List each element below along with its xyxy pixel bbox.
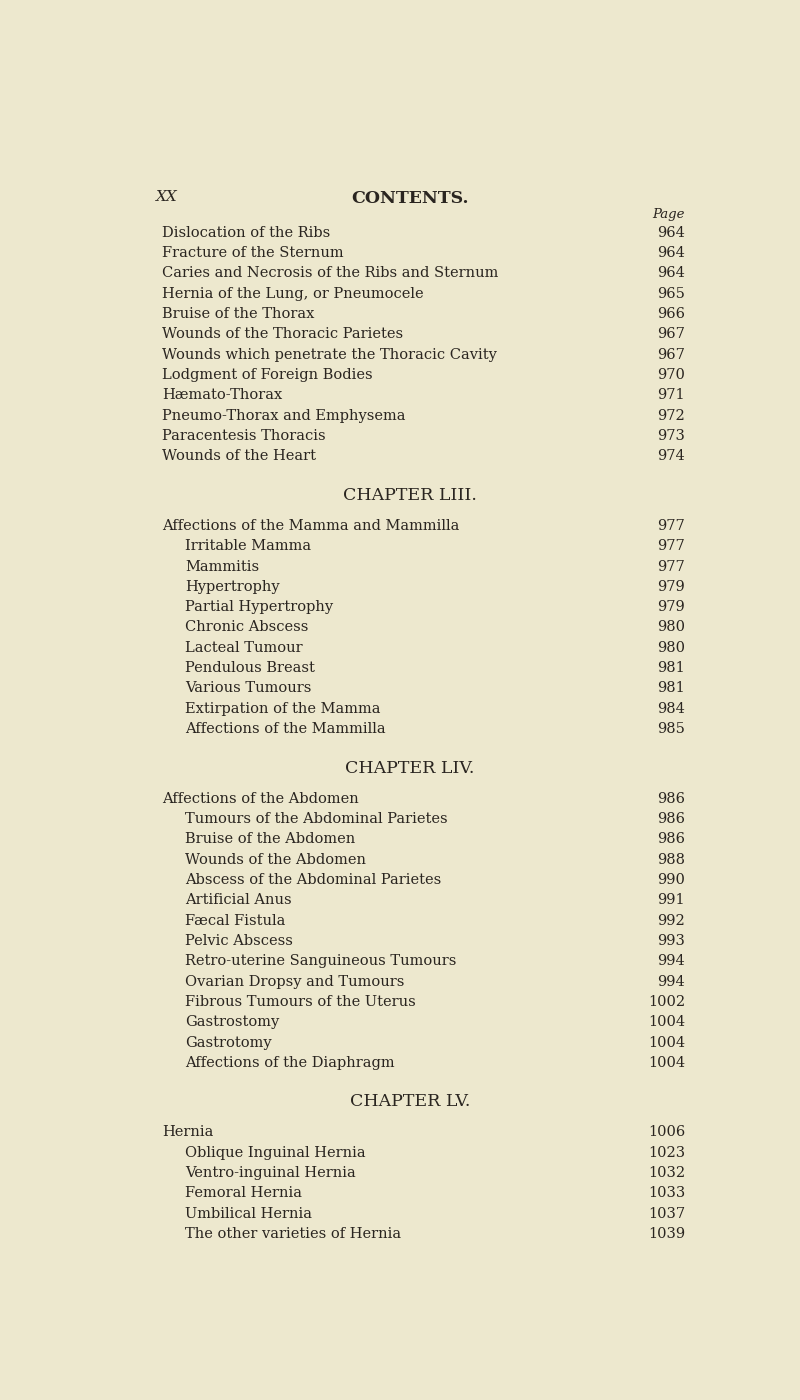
Text: 992: 992 (658, 914, 685, 928)
Text: CONTENTS.: CONTENTS. (351, 189, 469, 207)
Text: Hernia: Hernia (162, 1126, 214, 1140)
Text: Lacteal Tumour: Lacteal Tumour (186, 641, 303, 655)
Text: 986: 986 (657, 833, 685, 847)
Text: Affections of the Mammilla: Affections of the Mammilla (186, 722, 386, 736)
Text: 990: 990 (658, 874, 685, 888)
Text: 967: 967 (658, 328, 685, 342)
Text: 994: 994 (658, 974, 685, 988)
Text: Ventro-inguinal Hernia: Ventro-inguinal Hernia (186, 1166, 356, 1180)
Text: 973: 973 (658, 428, 685, 442)
Text: 985: 985 (658, 722, 685, 736)
Text: 986: 986 (657, 812, 685, 826)
Text: Abscess of the Abdominal Parietes: Abscess of the Abdominal Parietes (186, 874, 442, 888)
Text: Fibrous Tumours of the Uterus: Fibrous Tumours of the Uterus (186, 995, 416, 1009)
Text: CHAPTER LV.: CHAPTER LV. (350, 1093, 470, 1110)
Text: 1004: 1004 (648, 1056, 685, 1070)
Text: Hernia of the Lung, or Pneumocele: Hernia of the Lung, or Pneumocele (162, 287, 424, 301)
Text: 972: 972 (658, 409, 685, 423)
Text: Dislocation of the Ribs: Dislocation of the Ribs (162, 225, 330, 239)
Text: Fracture of the Sternum: Fracture of the Sternum (162, 246, 344, 260)
Text: Gastrostomy: Gastrostomy (186, 1015, 279, 1029)
Text: Pneumo-Thorax and Emphysema: Pneumo-Thorax and Emphysema (162, 409, 406, 423)
Text: Affections of the Abdomen: Affections of the Abdomen (162, 792, 358, 806)
Text: 1033: 1033 (648, 1186, 685, 1200)
Text: 994: 994 (658, 955, 685, 969)
Text: 986: 986 (657, 792, 685, 806)
Text: Lodgment of Foreign Bodies: Lodgment of Foreign Bodies (162, 368, 373, 382)
Text: 988: 988 (657, 853, 685, 867)
Text: 966: 966 (657, 307, 685, 321)
Text: CHAPTER LIV.: CHAPTER LIV. (346, 760, 474, 777)
Text: 993: 993 (658, 934, 685, 948)
Text: Mammitis: Mammitis (186, 560, 259, 574)
Text: 1032: 1032 (648, 1166, 685, 1180)
Text: 965: 965 (658, 287, 685, 301)
Text: Caries and Necrosis of the Ribs and Sternum: Caries and Necrosis of the Ribs and Ster… (162, 266, 498, 280)
Text: Bruise of the Abdomen: Bruise of the Abdomen (186, 833, 355, 847)
Text: Partial Hypertrophy: Partial Hypertrophy (186, 601, 334, 615)
Text: CHAPTER LIII.: CHAPTER LIII. (343, 487, 477, 504)
Text: Page: Page (653, 209, 685, 221)
Text: Paracentesis Thoracis: Paracentesis Thoracis (162, 428, 326, 442)
Text: Oblique Inguinal Hernia: Oblique Inguinal Hernia (186, 1145, 366, 1159)
Text: 977: 977 (658, 539, 685, 553)
Text: Fæcal Fistula: Fæcal Fistula (186, 914, 286, 928)
Text: Irritable Mamma: Irritable Mamma (186, 539, 311, 553)
Text: 979: 979 (658, 580, 685, 594)
Text: 1037: 1037 (648, 1207, 685, 1221)
Text: Various Tumours: Various Tumours (186, 682, 312, 696)
Text: 984: 984 (658, 701, 685, 715)
Text: Wounds of the Abdomen: Wounds of the Abdomen (186, 853, 366, 867)
Text: 1039: 1039 (648, 1226, 685, 1240)
Text: Affections of the Diaphragm: Affections of the Diaphragm (186, 1056, 395, 1070)
Text: Artificial Anus: Artificial Anus (186, 893, 292, 907)
Text: 974: 974 (658, 449, 685, 463)
Text: Wounds of the Thoracic Parietes: Wounds of the Thoracic Parietes (162, 328, 403, 342)
Text: 1006: 1006 (648, 1126, 685, 1140)
Text: 981: 981 (658, 682, 685, 696)
Text: Femoral Hernia: Femoral Hernia (186, 1186, 302, 1200)
Text: 977: 977 (658, 519, 685, 533)
Text: 1004: 1004 (648, 1015, 685, 1029)
Text: 964: 964 (658, 246, 685, 260)
Text: Pelvic Abscess: Pelvic Abscess (186, 934, 293, 948)
Text: 964: 964 (658, 266, 685, 280)
Text: 977: 977 (658, 560, 685, 574)
Text: 971: 971 (658, 388, 685, 402)
Text: 981: 981 (658, 661, 685, 675)
Text: Umbilical Hernia: Umbilical Hernia (186, 1207, 312, 1221)
Text: Pendulous Breast: Pendulous Breast (186, 661, 315, 675)
Text: Affections of the Mamma and Mammilla: Affections of the Mamma and Mammilla (162, 519, 459, 533)
Text: XX: XX (156, 189, 178, 203)
Text: The other varieties of Hernia: The other varieties of Hernia (186, 1226, 402, 1240)
Text: 1004: 1004 (648, 1036, 685, 1050)
Text: 1023: 1023 (648, 1145, 685, 1159)
Text: Hæmato-Thorax: Hæmato-Thorax (162, 388, 282, 402)
Text: 991: 991 (658, 893, 685, 907)
Text: 970: 970 (658, 368, 685, 382)
Text: 980: 980 (657, 620, 685, 634)
Text: 979: 979 (658, 601, 685, 615)
Text: Ovarian Dropsy and Tumours: Ovarian Dropsy and Tumours (186, 974, 405, 988)
Text: 980: 980 (657, 641, 685, 655)
Text: Gastrotomy: Gastrotomy (186, 1036, 272, 1050)
Text: Extirpation of the Mamma: Extirpation of the Mamma (186, 701, 381, 715)
Text: Bruise of the Thorax: Bruise of the Thorax (162, 307, 314, 321)
Text: 967: 967 (658, 347, 685, 361)
Text: Tumours of the Abdominal Parietes: Tumours of the Abdominal Parietes (186, 812, 448, 826)
Text: Retro-uterine Sanguineous Tumours: Retro-uterine Sanguineous Tumours (186, 955, 457, 969)
Text: Wounds which penetrate the Thoracic Cavity: Wounds which penetrate the Thoracic Cavi… (162, 347, 497, 361)
Text: 964: 964 (658, 225, 685, 239)
Text: Hypertrophy: Hypertrophy (186, 580, 280, 594)
Text: Chronic Abscess: Chronic Abscess (186, 620, 309, 634)
Text: 1002: 1002 (648, 995, 685, 1009)
Text: Wounds of the Heart: Wounds of the Heart (162, 449, 316, 463)
